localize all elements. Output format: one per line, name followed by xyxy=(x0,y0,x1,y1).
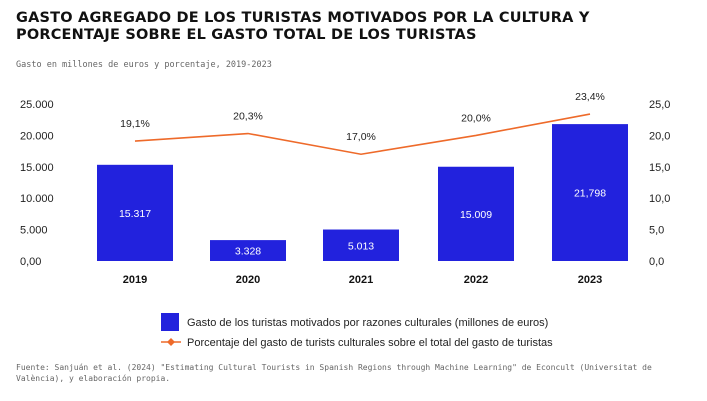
legend: Gasto de los turistas motivados por razo… xyxy=(161,313,553,349)
chart-title: GASTO AGREGADO DE LOS TURISTAS MOTIVADOS… xyxy=(16,10,590,43)
category-label: 2019 xyxy=(123,274,147,286)
bar xyxy=(323,229,399,261)
bar-value-label: 5.013 xyxy=(348,240,374,252)
left-tick-label: 20.000 xyxy=(20,130,54,142)
bar xyxy=(552,124,628,262)
bar xyxy=(97,164,173,261)
left-axis-ticks: 0,00 5.000 10.000 15.000 20.000 25.000 xyxy=(20,99,54,268)
bar xyxy=(438,166,514,261)
bar-series xyxy=(97,124,628,262)
category-label: 2020 xyxy=(236,274,260,286)
legend-bar-swatch xyxy=(161,313,179,331)
legend-line-label: Porcentaje del gasto de turists cultural… xyxy=(187,337,553,349)
right-axis-ticks: 0,0 5,0 10,0 15,0 20,0 25,0 xyxy=(649,99,670,268)
bar-value-label: 15.009 xyxy=(460,209,492,221)
left-tick-label: 5.000 xyxy=(20,225,48,237)
right-tick-label: 10,0 xyxy=(649,193,670,205)
left-tick-label: 0,00 xyxy=(20,256,41,268)
right-tick-label: 5,0 xyxy=(649,225,664,237)
line-value-label: 20,3% xyxy=(233,111,263,123)
line-value-label: 17,0% xyxy=(346,131,376,143)
left-tick-label: 10.000 xyxy=(20,193,54,205)
right-tick-label: 0,0 xyxy=(649,256,664,268)
right-tick-label: 15,0 xyxy=(649,162,670,174)
bar-value-labels: 15.317 3.328 5.013 15.009 21,798 xyxy=(119,188,606,258)
legend-bar-label: Gasto de los turistas motivados por razo… xyxy=(187,317,548,329)
line-value-label: 20,0% xyxy=(461,112,491,124)
legend-line-marker xyxy=(167,338,175,346)
left-tick-label: 25.000 xyxy=(20,99,54,111)
bar-value-label: 15.317 xyxy=(119,208,151,220)
chart-subtitle: Gasto en millones de euros y porcentaje,… xyxy=(16,60,272,70)
bar-value-label: 3.328 xyxy=(235,246,261,258)
category-axis: 2019 2020 2021 2022 2023 xyxy=(123,274,602,286)
line-series xyxy=(134,113,591,156)
category-label: 2023 xyxy=(578,274,602,286)
right-tick-label: 25,0 xyxy=(649,99,670,111)
right-tick-label: 20,0 xyxy=(649,130,670,142)
left-tick-label: 15.000 xyxy=(20,162,54,174)
line-value-label: 19,1% xyxy=(120,118,150,130)
bar xyxy=(210,240,286,261)
line-value-labels: 19,1% 20,3% 17,0% 20,0% 23,4% xyxy=(120,91,605,143)
category-label: 2021 xyxy=(349,274,373,286)
bar-value-label: 21,798 xyxy=(574,188,606,200)
source-note: Fuente: Sanjuán et al. (2024) "Estimatin… xyxy=(16,363,652,383)
category-label: 2022 xyxy=(464,274,488,286)
line-value-label: 23,4% xyxy=(575,91,605,103)
